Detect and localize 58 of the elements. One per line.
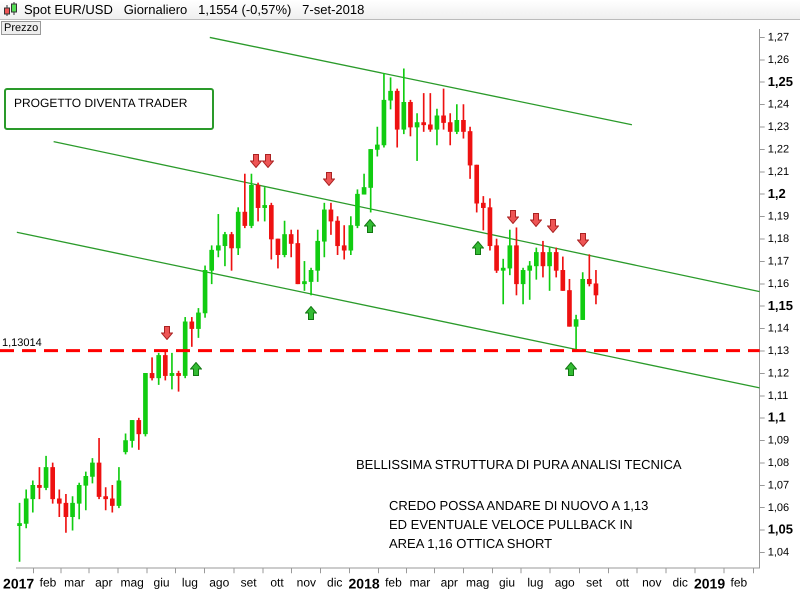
x-tick-label: mar: [64, 576, 85, 590]
x-tick-label: ott: [270, 576, 284, 590]
y-tick-label: 1,17: [768, 255, 790, 268]
y-tick-label: 1,08: [768, 456, 790, 469]
x-tick-label: lug: [182, 576, 198, 590]
y-tick-label: 1,06: [768, 502, 790, 514]
x-tick-label: set: [586, 576, 603, 590]
x-tick-label: nov: [296, 576, 316, 590]
y-tick-label: 1,12: [768, 367, 790, 380]
y-tick-label: 1,16: [768, 278, 790, 290]
y-tick-label: 1,26: [768, 54, 790, 66]
x-tick-label: ott: [616, 576, 630, 590]
x-tick-label: apr: [95, 576, 112, 590]
x-tick-label: mag: [466, 576, 490, 590]
annotation: BELLISSIMA STRUTTURA DI PURA ANALISI TECNICA: [356, 457, 682, 472]
y-tick-label: 1,27: [768, 31, 790, 44]
x-tick-label: mag: [120, 576, 144, 590]
y-tick-label: 1,2: [768, 186, 786, 201]
x-tick-label: apr: [440, 576, 458, 590]
y-tick-label: 1,14: [768, 322, 790, 335]
y-tick-label: 1,15: [768, 298, 794, 313]
y-tick-label: 1,13: [768, 345, 790, 357]
x-tick-label: set: [240, 576, 258, 590]
chart-title: Spot EUR/USD Giornaliero 1,1554 (-0,57%) 7-set-2018: [24, 2, 364, 17]
y-tick-label: 1,11: [768, 390, 788, 402]
x-tick-label: 2019: [694, 575, 726, 592]
label-tab: Prezzo: [1, 21, 42, 35]
x-tick-label: 2018: [348, 575, 380, 592]
note-box: PROGETTO DIVENTA TRADER: [4, 88, 214, 130]
x-tick-label: giu: [498, 576, 515, 590]
x-tick-label: ago: [554, 576, 576, 590]
annotation: CREDO POSSA ANDARE DI NUOVO A 1,13: [389, 498, 648, 513]
y-tick-label: 1,25: [768, 74, 794, 89]
x-tick-label: ago: [209, 576, 230, 590]
y-tick-label: 1,19: [768, 210, 790, 223]
x-tick-label: giu: [154, 576, 170, 590]
x-tick-label: mar: [410, 576, 430, 590]
x-tick-label: feb: [385, 576, 402, 590]
x-tick-label: lug: [527, 576, 544, 590]
y-tick-label: 1,21: [768, 166, 790, 178]
y-tick-label: 1,24: [768, 98, 790, 111]
annotation: AREA 1,16 OTTICA SHORT: [389, 536, 552, 551]
x-tick-label: nov: [642, 576, 662, 590]
annotation: ED EVENTUALE VELOCE PULLBACK IN: [389, 517, 632, 532]
x-tick-label: dic: [327, 576, 342, 590]
y-tick-label: 1,07: [768, 479, 790, 492]
x-tick-label: dic: [672, 576, 688, 590]
y-tick-label: 1,05: [768, 522, 794, 537]
y-tick-label: 1,23: [768, 121, 790, 134]
y-tick-label: 1,04: [768, 546, 790, 559]
x-tick-label: feb: [730, 576, 748, 590]
y-tick-label: 1,22: [768, 143, 790, 156]
ref-line-label: 1,13014: [2, 337, 42, 350]
y-tick-label: 1,1: [768, 410, 786, 425]
x-tick-label: feb: [40, 576, 57, 590]
x-tick-label: 2017: [3, 575, 34, 592]
y-tick-label: 1,18: [768, 233, 790, 246]
y-tick-label: 1,09: [768, 434, 790, 447]
